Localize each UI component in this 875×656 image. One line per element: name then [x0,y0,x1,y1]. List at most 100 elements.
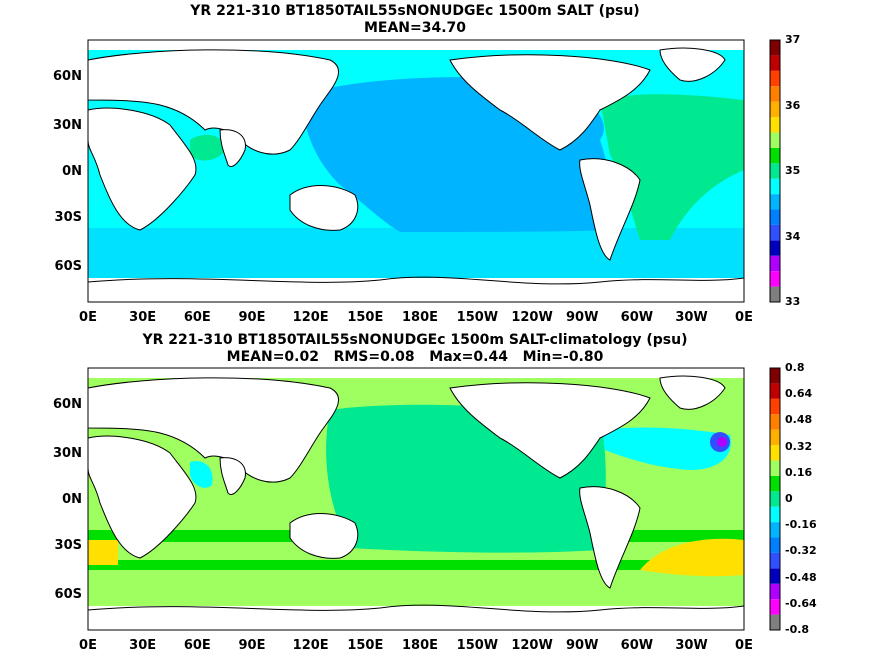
map2-arabian-sea [190,461,213,488]
colorbar-tick-label: 0.16 [785,465,813,479]
lon-tick-label: 120W [511,310,553,325]
lon-tick-label: 90W [566,310,599,325]
map2-land [88,375,726,589]
map2-eurasia [88,377,340,483]
lon-tick-label: 120E [292,310,329,325]
lon-tick-label: 150W [456,638,499,653]
colorbar-tick-label: -0.32 [785,544,817,558]
map2-mediterranean-core [717,437,727,447]
lat-tick-label: 60N [53,68,82,84]
colorbar-swatch [770,240,780,256]
lon-tick-label: 180E [402,638,439,653]
colorbar-tick-label: -0.8 [785,623,810,636]
colorbar-tick-label: 0.64 [785,387,813,401]
colorbar-swatch [770,117,780,133]
colorbar-swatch [770,414,780,430]
map1-colorbar [769,39,781,303]
map2-north-america [449,382,651,479]
map1-antarctica [88,278,744,302]
lon-tick-label: 0E [735,638,753,653]
map1-africa [88,107,197,231]
map2-indian-positive [88,540,118,565]
colorbar-swatch [770,583,780,600]
map2-title: YR 221-310 BT1850TAIL55sNONUDGEc 1500m S… [142,332,688,348]
colorbar-swatch [770,368,780,384]
lon-tick-label: 0E [735,310,753,325]
colorbar-tick-label: 36 [785,98,801,112]
colorbar-frame [769,39,781,303]
map2-india [219,457,246,495]
lon-tick-label: 60W [620,638,654,653]
map1-arabian-sea [190,134,225,161]
colorbar-swatch [770,445,780,461]
lat-tick-label: 60S [54,258,82,274]
map1-greenland [659,47,726,82]
map2-colorbar [769,367,781,631]
colorbar-tick-label: 33 [785,295,801,308]
lat-tick-label: 0N [62,164,82,180]
map2-arctic-mask [88,368,744,378]
map2-south-atlantic-positive [640,538,744,577]
colorbar-swatch [770,132,780,148]
lon-tick-label: 0E [79,638,97,653]
colorbar-swatch [770,147,780,164]
colorbar-swatch [770,178,780,195]
colorbar-swatch [770,224,780,241]
colorbar-swatch [770,40,780,56]
map1-arctic-mask [88,40,744,50]
lat-tick-label: 30N [53,118,82,134]
colorbar-swatch [770,599,780,615]
colorbar-tick-label: 0.8 [785,361,805,374]
lat-tick-label: 30S [54,538,82,554]
map2-greenland [659,375,726,410]
colorbar-swatch [770,383,780,399]
lon-tick-label: 180E [402,310,439,325]
colorbar-swatch [770,429,780,446]
lon-tick-label: 150W [456,310,499,325]
map2-australia [289,513,359,559]
colorbar-swatch [770,491,780,507]
colorbar-tick-label: 0.32 [785,439,813,453]
lon-tick-label: 120W [511,638,553,653]
lat-tick-label: 0N [62,492,82,508]
colorbar-swatch [770,271,780,287]
colorbar-tick-label: 0.48 [785,413,813,427]
map2-antarctic-coast [88,604,744,613]
colorbar-swatch [770,506,780,523]
map1-india [219,129,246,167]
colorbar-tick-label: -0.64 [785,596,817,610]
map2-band-2 [88,560,744,570]
colorbar-tick-label: 34 [785,229,801,243]
map1-south-america [579,158,641,261]
map1-eurasia [88,49,340,155]
map1-southern-band [88,228,744,278]
colorbar-tick-label: -0.16 [785,518,817,532]
map1-subtitle: MEAN=34.70 [363,20,467,36]
colorbar-swatch [770,163,780,179]
lon-tick-label: 30W [675,638,708,653]
map2-subtitle: MEAN=0.02 RMS=0.08 Max=0.44 Min=-0.80 [226,349,604,365]
map1-north-america [449,54,651,151]
colorbar-swatch [770,194,780,210]
map1-atlantic-salty [600,94,744,240]
lon-tick-label: 90E [238,638,266,653]
map2-plot-area [88,368,744,630]
map2-antarctica [88,606,744,630]
lon-tick-label: 60E [183,310,211,325]
colorbar-swatch [770,286,780,302]
map2-africa [88,435,197,559]
lat-tick-label: 30S [54,210,82,226]
map2-frame [87,367,745,631]
colorbar-swatch [770,101,780,118]
lon-tick-label: 60E [183,638,211,653]
colorbar-tick-label: -0.48 [785,570,817,584]
map1-australia [289,185,359,231]
lon-tick-label: 30E [129,310,157,325]
colorbar-tick-label: 0 [785,492,793,505]
colorbar-swatch [770,552,780,569]
lon-tick-label: 90W [566,638,599,653]
lon-tick-label: 30W [675,310,708,325]
colorbar-swatch [770,70,780,87]
colorbar-swatch [770,398,780,415]
